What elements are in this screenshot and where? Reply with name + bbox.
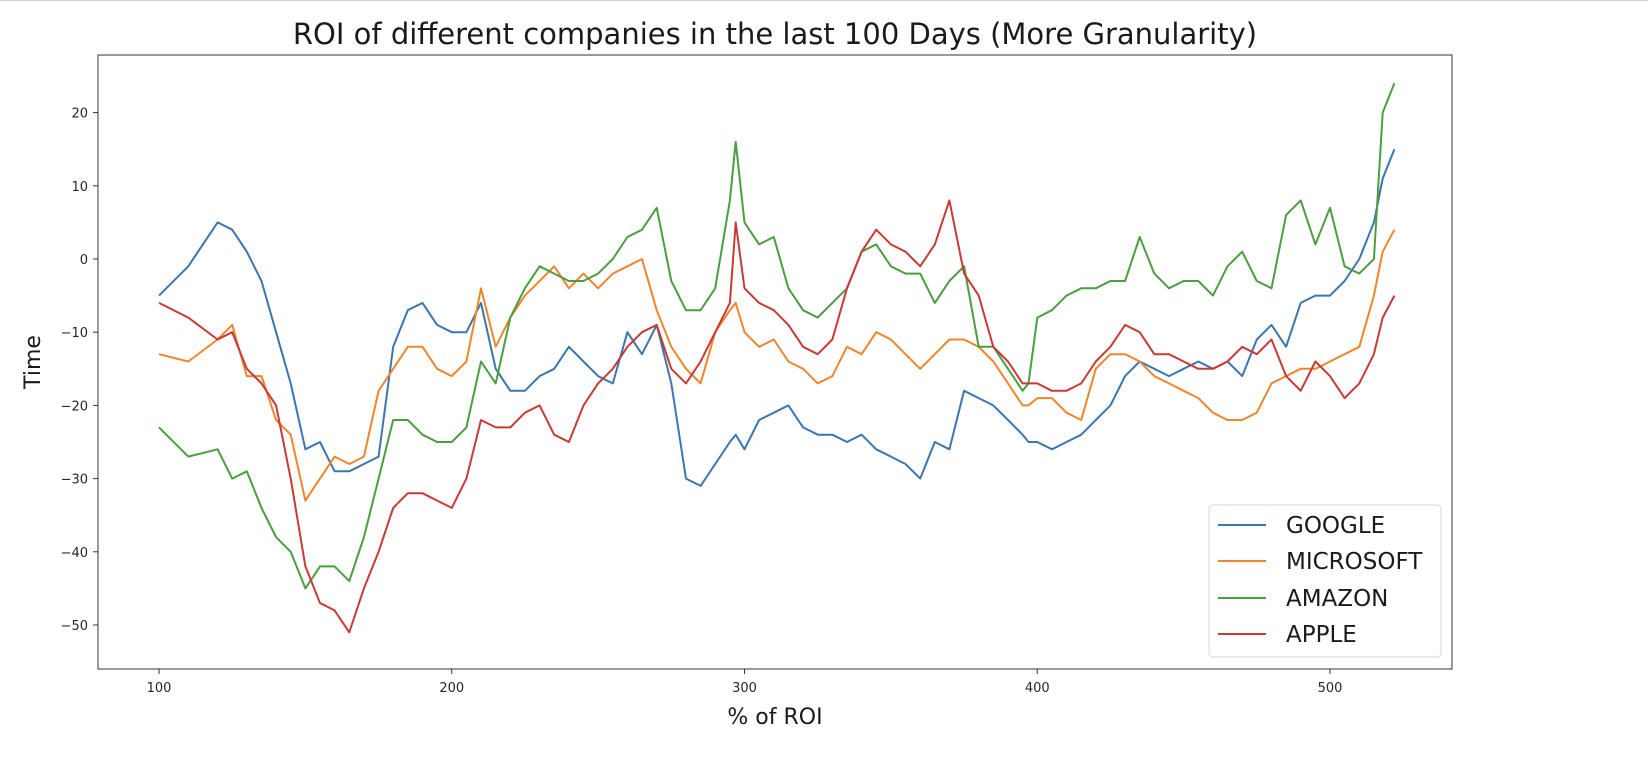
legend-label-microsoft: MICROSOFT [1286, 549, 1423, 575]
y-axis: 20 10 0 −10 −20 −30 −40 −50 [61, 107, 98, 634]
plot-frame [97, 54, 1453, 670]
legend-item-apple: APPLE [1218, 622, 1357, 648]
y-tick-label: −40 [61, 546, 88, 561]
x-tick-label: 500 [1318, 681, 1343, 696]
x-axis: 100 200 300 400 500 [147, 669, 1343, 696]
series-line-google [158, 148, 1396, 487]
legend-item-microsoft: MICROSOFT [1218, 549, 1423, 575]
chart-title: ROI of different companies in the last 1… [293, 17, 1257, 51]
series-layer [158, 82, 1396, 634]
y-tick-label: 0 [80, 253, 88, 268]
x-tick-label: 200 [439, 681, 464, 696]
legend-label-google: GOOGLE [1286, 513, 1385, 539]
legend-label-apple: APPLE [1286, 622, 1357, 648]
top-border [0, 0, 1648, 1]
legend-box [1208, 504, 1442, 658]
series-line-apple [158, 199, 1396, 634]
series-line-microsoft [158, 229, 1396, 502]
x-axis-label: % of ROI [727, 705, 822, 730]
y-tick-label: −10 [61, 326, 88, 341]
series-line-amazon [158, 82, 1396, 590]
x-tick-label: 300 [732, 681, 757, 696]
y-tick-label: −30 [61, 473, 88, 488]
x-tick-label: 400 [1025, 681, 1050, 696]
y-tick-label: 20 [71, 107, 88, 122]
y-tick-label: −50 [61, 619, 88, 634]
legend: GOOGLE MICROSOFT AMAZON APPLE [1208, 504, 1442, 658]
y-tick-label: −20 [61, 399, 88, 414]
x-tick-label: 100 [147, 681, 172, 696]
legend-label-amazon: AMAZON [1286, 586, 1388, 612]
y-axis-label: Time [21, 335, 46, 390]
legend-item-amazon: AMAZON [1218, 586, 1388, 612]
legend-item-google: GOOGLE [1218, 513, 1385, 539]
y-tick-label: 10 [71, 180, 88, 195]
